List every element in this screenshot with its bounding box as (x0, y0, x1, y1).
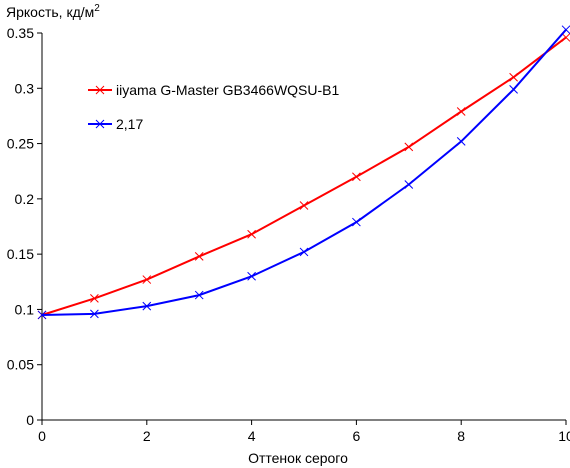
series-line (41, 36, 567, 316)
point-marker-stroke (37, 310, 47, 320)
point-marker-stroke (299, 247, 309, 257)
x-tick-label: 2 (143, 428, 151, 444)
y-axis-ticks: 0 0.05 0.1 0.15 0.2 0.25 0.3 0.35 (7, 25, 42, 428)
data-point (299, 201, 309, 210)
data-point (299, 247, 309, 257)
data-point (194, 252, 204, 261)
legend-swatch-marker (95, 119, 105, 129)
point-marker-stroke (352, 172, 361, 182)
legend: iiyama G-Master GB3466WQSU-B1 2,17 (88, 82, 339, 132)
x-axis-title: Оттенок серого (248, 450, 348, 466)
x-tick-label: 6 (353, 428, 361, 444)
point-marker-stroke (456, 137, 466, 146)
y-tick-label: 0.35 (7, 25, 34, 41)
point-marker-stroke (404, 142, 414, 152)
point-marker-stroke (142, 275, 152, 284)
legend-item: iiyama G-Master GB3466WQSU-B1 (88, 82, 339, 98)
data-point (142, 275, 152, 284)
x-tick-label: 0 (38, 428, 46, 444)
y-tick-label: 0.15 (7, 246, 34, 262)
x-tick-label: 8 (457, 428, 465, 444)
series-line (41, 29, 567, 316)
data-point (247, 271, 256, 281)
point-marker-stroke (456, 107, 466, 116)
data-point (404, 142, 414, 152)
data-point (142, 301, 152, 311)
point-marker-stroke (247, 229, 256, 239)
data-point (509, 85, 518, 94)
x-tick-label: 10 (558, 428, 570, 444)
point-marker-stroke (194, 290, 204, 300)
legend-swatch-marker (95, 85, 105, 95)
point-marker-stroke (299, 201, 309, 210)
data-point (456, 107, 466, 116)
data-point (352, 172, 361, 182)
y-tick-label: 0 (26, 412, 34, 428)
y-tick-label: 0.2 (15, 191, 35, 207)
data-point (561, 25, 570, 35)
y-tick-label: 0.1 (15, 301, 35, 317)
point-marker-stroke (509, 72, 518, 82)
data-point (90, 294, 99, 303)
data-point (194, 290, 204, 300)
point-marker-stroke (90, 309, 99, 319)
point-marker-stroke (194, 252, 204, 261)
series-1 (37, 33, 570, 320)
point-marker-stroke (561, 33, 570, 42)
point-marker-stroke (404, 180, 414, 189)
y-tick-label: 0.25 (7, 136, 34, 152)
x-tick-label: 4 (248, 428, 256, 444)
axes (41, 33, 566, 421)
point-marker-stroke (142, 301, 152, 311)
legend-label: iiyama G-Master GB3466WQSU-B1 (116, 82, 339, 98)
y-tick-label: 0.05 (7, 357, 34, 373)
y-axis-title: Яркость, кд/м2 (6, 3, 100, 20)
data-point (561, 33, 570, 42)
legend-label: 2,17 (116, 116, 143, 132)
data-point (352, 217, 361, 227)
point-marker-stroke (561, 25, 570, 35)
y-axis-title-superscript: 2 (94, 3, 100, 14)
data-point (509, 72, 518, 82)
point-marker-stroke (247, 271, 256, 281)
point-marker-stroke (90, 294, 99, 303)
data-point (404, 180, 414, 189)
series-layer (37, 25, 570, 320)
point-marker-stroke (509, 85, 518, 94)
y-tick-label: 0.3 (15, 80, 35, 96)
data-point (90, 309, 99, 319)
point-marker-stroke (352, 217, 361, 227)
x-axis-ticks: 0 2 4 6 8 10 (38, 420, 570, 444)
data-point (37, 310, 47, 320)
legend-item: 2,17 (88, 116, 143, 132)
data-point (456, 137, 466, 146)
y-axis-title-text: Яркость, кд/м (6, 4, 94, 20)
series-2 (37, 25, 570, 320)
data-point (247, 229, 256, 239)
